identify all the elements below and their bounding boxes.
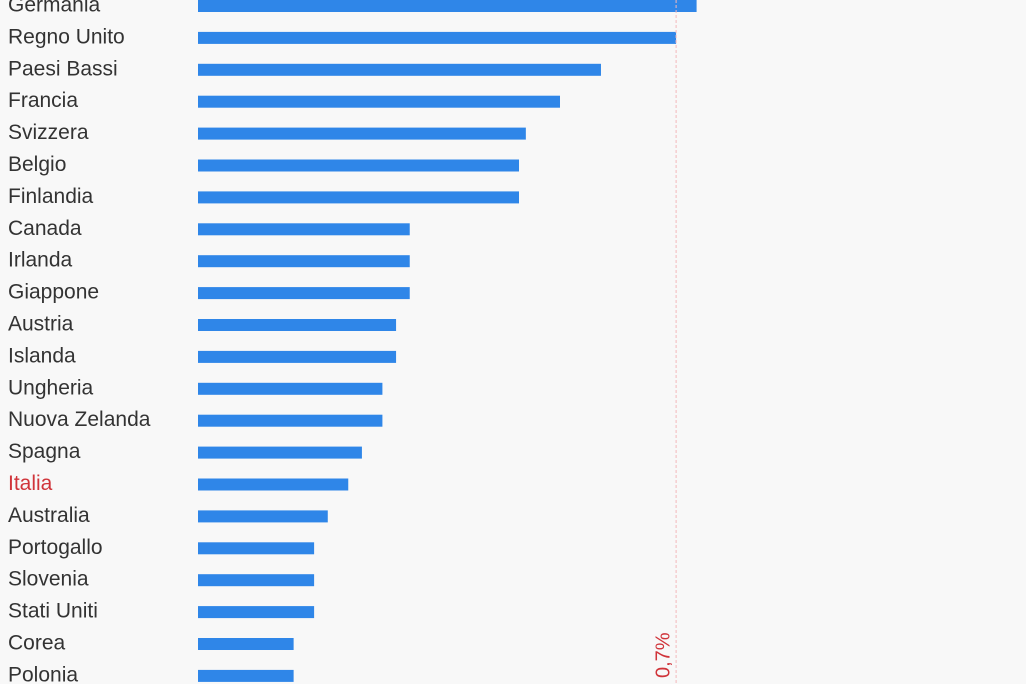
bar	[198, 382, 383, 395]
bar	[198, 446, 362, 459]
category-label: Portogallo	[8, 536, 103, 559]
bar	[198, 223, 410, 236]
bar	[198, 159, 520, 172]
bar	[198, 255, 410, 268]
category-label: Spagna	[8, 440, 81, 463]
category-label: Ungheria	[8, 376, 94, 399]
bar	[198, 31, 677, 44]
bar	[198, 127, 526, 140]
bar	[198, 319, 397, 331]
category-label: Francia	[8, 89, 78, 112]
category-label: Polonia	[8, 663, 78, 684]
category-label: Italia	[8, 472, 53, 495]
bar	[198, 478, 349, 491]
bar	[198, 95, 560, 108]
category-label: Slovenia	[8, 568, 89, 591]
bar	[198, 414, 383, 427]
bar	[198, 542, 315, 555]
category-label: Giappone	[8, 281, 99, 304]
bar	[198, 191, 520, 204]
bar	[198, 574, 315, 587]
category-label: Stati Uniti	[8, 600, 98, 623]
category-label: Svizzera	[8, 121, 89, 144]
category-label: Paesi Bassi	[8, 57, 118, 80]
bar	[198, 0, 697, 12]
bar	[198, 510, 328, 523]
category-label: Corea	[8, 632, 66, 655]
bar	[198, 669, 294, 682]
category-label: Irlanda	[8, 249, 73, 272]
bar	[198, 606, 315, 619]
category-label: Germania	[8, 0, 101, 17]
bar	[198, 63, 601, 76]
bar	[198, 638, 294, 650]
category-label: Australia	[8, 504, 90, 527]
bar	[198, 350, 397, 363]
category-label: Islanda	[8, 344, 76, 367]
category-label: Regno Unito	[8, 25, 125, 48]
category-label: Belgio	[8, 153, 66, 176]
category-label: Nuova Zelanda	[8, 408, 151, 431]
reference-label: 0,7%	[652, 632, 674, 678]
category-label: Austria	[8, 313, 74, 336]
bar	[198, 287, 410, 300]
category-label: Canada	[8, 217, 82, 240]
category-label: Finlandia	[8, 185, 94, 208]
